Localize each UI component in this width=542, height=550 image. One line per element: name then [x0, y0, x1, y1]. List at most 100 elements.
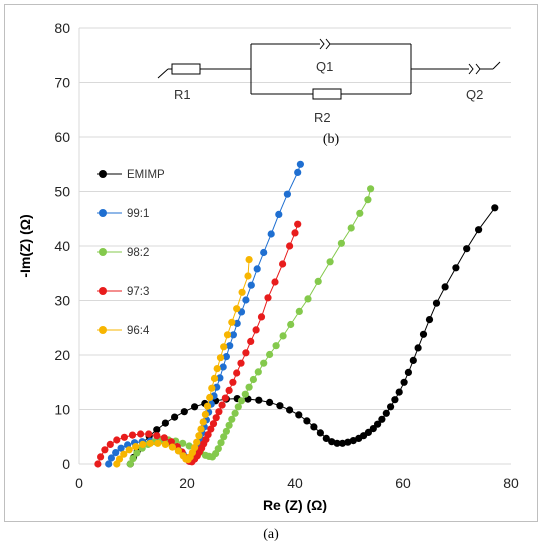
- legend-marker: [99, 326, 107, 334]
- data-point: [287, 320, 295, 329]
- data-point: [387, 403, 395, 411]
- y-tick-label: 40: [54, 238, 70, 254]
- data-point: [146, 439, 154, 447]
- data-point: [139, 440, 147, 448]
- data-point: [137, 430, 145, 438]
- data-point: [132, 443, 140, 451]
- legend-marker: [99, 248, 107, 256]
- data-point: [364, 196, 372, 204]
- data-point: [369, 425, 377, 433]
- data-point: [125, 446, 133, 454]
- data-point: [199, 418, 207, 426]
- data-point: [229, 331, 237, 339]
- data-point: [212, 414, 220, 422]
- data-point: [276, 402, 284, 410]
- data-point: [153, 426, 161, 434]
- data-point: [216, 374, 224, 382]
- data-point: [208, 384, 216, 392]
- data-point: [322, 434, 330, 442]
- data-point: [228, 318, 236, 326]
- data-point: [94, 460, 102, 468]
- data-point: [441, 283, 449, 291]
- data-point: [218, 401, 226, 409]
- data-point: [395, 388, 403, 396]
- data-point: [237, 359, 245, 367]
- legend: EMIMP 99:1 98:2 97:3 96:4: [97, 169, 165, 337]
- r2-label: R2: [314, 110, 331, 125]
- data-point: [391, 396, 399, 404]
- y-tick-label: 10: [54, 402, 70, 418]
- x-tick-label: 20: [179, 475, 195, 491]
- y-tick-label: 0: [62, 456, 70, 472]
- data-point: [213, 365, 221, 373]
- data-point: [221, 394, 229, 402]
- data-point: [193, 438, 201, 446]
- data-point: [231, 409, 239, 417]
- data-point: [252, 326, 260, 334]
- data-point: [216, 354, 225, 362]
- data-point: [260, 359, 268, 367]
- data-point: [145, 430, 153, 438]
- data-point: [133, 449, 141, 457]
- data-point: [214, 445, 222, 453]
- data-point: [475, 226, 483, 234]
- data-point: [112, 449, 120, 457]
- y-tick-label: 20: [54, 347, 70, 363]
- circuit-lead-right: [492, 61, 501, 70]
- data-point: [113, 436, 121, 444]
- cpe-q2-symbol: [468, 63, 481, 75]
- data-point: [228, 415, 236, 423]
- data-point: [272, 342, 280, 350]
- data-point: [168, 443, 176, 451]
- data-point: [344, 438, 352, 446]
- data-point: [106, 440, 114, 448]
- data-point: [105, 460, 113, 468]
- resistor-r1-symbol: [171, 63, 201, 75]
- data-point: [120, 433, 128, 441]
- data-point: [220, 343, 228, 351]
- data-point: [201, 410, 209, 418]
- y-tick-label: 60: [54, 129, 70, 145]
- data-point: [229, 378, 237, 386]
- data-point: [303, 417, 311, 425]
- data-point: [356, 209, 364, 217]
- data-point: [242, 349, 250, 357]
- y-tick-label: 80: [54, 20, 70, 36]
- data-point: [107, 454, 115, 462]
- data-point: [238, 288, 246, 296]
- data-point: [432, 299, 441, 307]
- data-point: [367, 185, 375, 193]
- data-point: [295, 411, 303, 419]
- data-point: [223, 331, 232, 339]
- data-point: [286, 242, 294, 250]
- data-point: [244, 272, 252, 280]
- data-point: [204, 431, 212, 439]
- data-point: [291, 229, 299, 237]
- data-point: [294, 220, 302, 228]
- axes: [78, 28, 511, 465]
- data-point: [191, 444, 199, 452]
- data-point: [400, 378, 408, 386]
- data-point: [266, 350, 274, 359]
- data-point: [225, 386, 233, 394]
- data-point: [378, 415, 386, 423]
- impedance-chart: 0 20 40 60 80 0 10 20 30 40 50 60 70 80 EMIMP 99:1 98:…: [17, 20, 519, 513]
- r1-label: R1: [174, 87, 191, 102]
- data-point: [220, 433, 228, 441]
- y-tick-label: 30: [54, 293, 70, 309]
- data-point: [117, 444, 125, 452]
- data-point: [233, 305, 241, 313]
- data-point: [233, 369, 241, 377]
- series-EMIMP: [126, 204, 499, 468]
- data-point: [310, 423, 318, 431]
- data-point: [279, 332, 287, 340]
- gridlines: [79, 27, 511, 410]
- x-tick-label: 40: [287, 475, 303, 491]
- data-point: [247, 281, 255, 289]
- y-tick-labels: 0 10 20 30 40 50 60 70 80: [54, 20, 70, 472]
- data-point: [206, 393, 214, 402]
- data-point: [179, 439, 187, 447]
- data-point: [266, 398, 274, 406]
- data-point: [161, 440, 169, 448]
- data-point: [260, 248, 268, 257]
